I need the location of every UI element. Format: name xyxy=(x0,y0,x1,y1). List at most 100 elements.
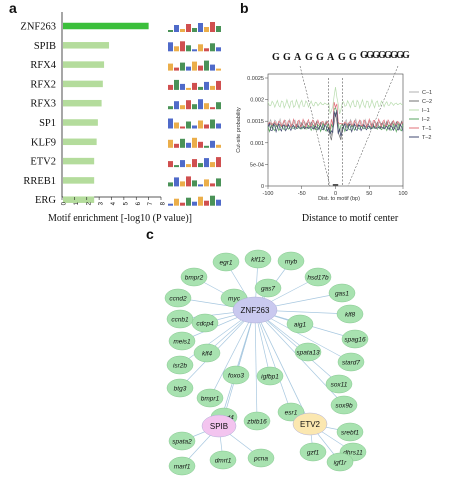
y-axis-title: Cut-site probability xyxy=(236,107,242,153)
motif-logo-letter xyxy=(204,145,209,148)
motif-logo-letter xyxy=(204,60,209,71)
motif-logo-letter xyxy=(210,162,215,168)
motif-logo-letter xyxy=(180,181,185,187)
gene-node xyxy=(180,267,208,287)
motif-logo-letter xyxy=(180,126,185,129)
series-line xyxy=(267,110,404,137)
motif-logo-letter xyxy=(210,64,215,71)
motif-logo-letter xyxy=(210,119,215,129)
motif-logo-letter xyxy=(216,123,221,129)
gene-node xyxy=(326,452,354,472)
motif-logo-letter xyxy=(174,177,179,187)
y-tick-label: 0.001 xyxy=(250,141,264,147)
motif-logo-letter xyxy=(168,30,173,32)
gene-node-label: btg3 xyxy=(174,385,187,392)
bar-category-label: ERG xyxy=(35,195,56,206)
gene-node-label: gzf1 xyxy=(307,449,320,456)
motif-logo-letter xyxy=(174,122,179,129)
gene-node-label: cdcp4 xyxy=(196,320,214,327)
x-tick-label: 6 xyxy=(136,201,142,205)
motif-logo-letter xyxy=(174,67,179,71)
gene-node xyxy=(166,378,194,398)
hub-node-label: ZNF263 xyxy=(241,306,270,315)
gene-node-label: zbtb16 xyxy=(246,418,267,425)
motif-logo-letter xyxy=(216,178,221,187)
motif-logo-letter xyxy=(180,29,185,32)
x-axis-inner-label: Dist. to motif (bp) xyxy=(318,196,360,202)
x-tick-label: 7 xyxy=(148,201,154,205)
gene-node-label: dhrs11 xyxy=(343,449,363,456)
logo-letter: G xyxy=(316,52,324,63)
motif-logo-letter xyxy=(216,157,221,168)
motif-logo-letter xyxy=(180,138,185,148)
logo-letter: G xyxy=(378,50,386,61)
motif-logo-letter xyxy=(216,26,221,32)
gene-node-label: srebf1 xyxy=(341,429,359,436)
motif-logo-thumbnail xyxy=(168,41,221,52)
motif-logo-thumbnail xyxy=(168,79,221,90)
gene-edge xyxy=(254,309,292,413)
bar xyxy=(63,42,110,49)
motif-logo-letter xyxy=(192,137,197,148)
gene-node-label: klf8 xyxy=(345,311,356,318)
motif-logo-letter xyxy=(186,87,191,90)
motif-logo-letter xyxy=(186,24,191,32)
gene-node xyxy=(209,450,237,470)
series-line xyxy=(267,112,404,139)
gene-node-label: ccnd2 xyxy=(169,295,187,302)
logo-letter: G xyxy=(272,52,280,63)
bar-category-label: SPIB xyxy=(34,41,56,52)
motif-logo-thumbnail xyxy=(168,118,221,129)
gene-node-label: stard7 xyxy=(342,359,360,366)
motif-logo-letter xyxy=(192,104,197,110)
hub-node-label: ETV2 xyxy=(300,420,321,429)
hub-node xyxy=(232,296,278,324)
motif-logo-letter xyxy=(192,201,197,206)
gene-node-label: hsd17b xyxy=(307,274,329,281)
motif-logo-letter xyxy=(204,48,209,52)
gene-node-label: sox9b xyxy=(335,402,353,409)
legend-label: I–1 xyxy=(422,108,430,114)
gene-node-label: igfbp1 xyxy=(261,373,279,380)
motif-logo-letter xyxy=(192,125,197,129)
gene-node xyxy=(243,411,271,431)
motif-logo-letter xyxy=(216,68,221,71)
gene-edge xyxy=(209,309,256,399)
motif-logo-letter xyxy=(186,164,191,168)
y-tick-label: 0.002 xyxy=(250,98,264,104)
gene-node xyxy=(341,329,369,349)
motif-logo-letter xyxy=(204,158,209,168)
y-tick-label: 0 xyxy=(261,184,264,190)
bar-category-label: KLF9 xyxy=(31,137,56,148)
motif-logo-letter xyxy=(198,23,203,32)
motif-logo-letter xyxy=(216,102,221,110)
panel-letter-c: c xyxy=(146,226,154,242)
gene-node xyxy=(256,366,284,386)
gene-node xyxy=(294,342,322,362)
motif-logo-letter xyxy=(168,63,173,71)
motif-logo-letter xyxy=(198,163,203,168)
motif-logo-letter xyxy=(192,61,197,71)
motif-logo-letter xyxy=(198,184,203,187)
bar-category-label: SP1 xyxy=(39,118,56,129)
motif-logo-letter xyxy=(198,99,203,110)
logo-letter: G xyxy=(338,52,346,63)
connector-line xyxy=(299,65,331,187)
x-tick-label: 2 xyxy=(86,201,92,205)
bar xyxy=(63,22,149,30)
x-tick-label: 1 xyxy=(74,201,80,205)
gene-node-label: spag16 xyxy=(344,336,366,343)
hub-node xyxy=(292,412,328,436)
x-tick-label: -50 xyxy=(298,191,306,197)
hub-node-label: SPIB xyxy=(210,422,228,431)
motif-logo-letter xyxy=(210,22,215,32)
gene-node-label: esr1 xyxy=(285,409,298,416)
gene-node-label: foxo3 xyxy=(228,372,244,379)
x-tick-label: 100 xyxy=(398,191,407,197)
gene-node xyxy=(166,309,194,329)
motif-logo-thumbnail xyxy=(168,99,221,110)
motif-logo-letter xyxy=(192,180,197,187)
bar xyxy=(63,119,98,126)
connector-line xyxy=(347,65,399,187)
motif-logo-letter xyxy=(210,140,215,148)
